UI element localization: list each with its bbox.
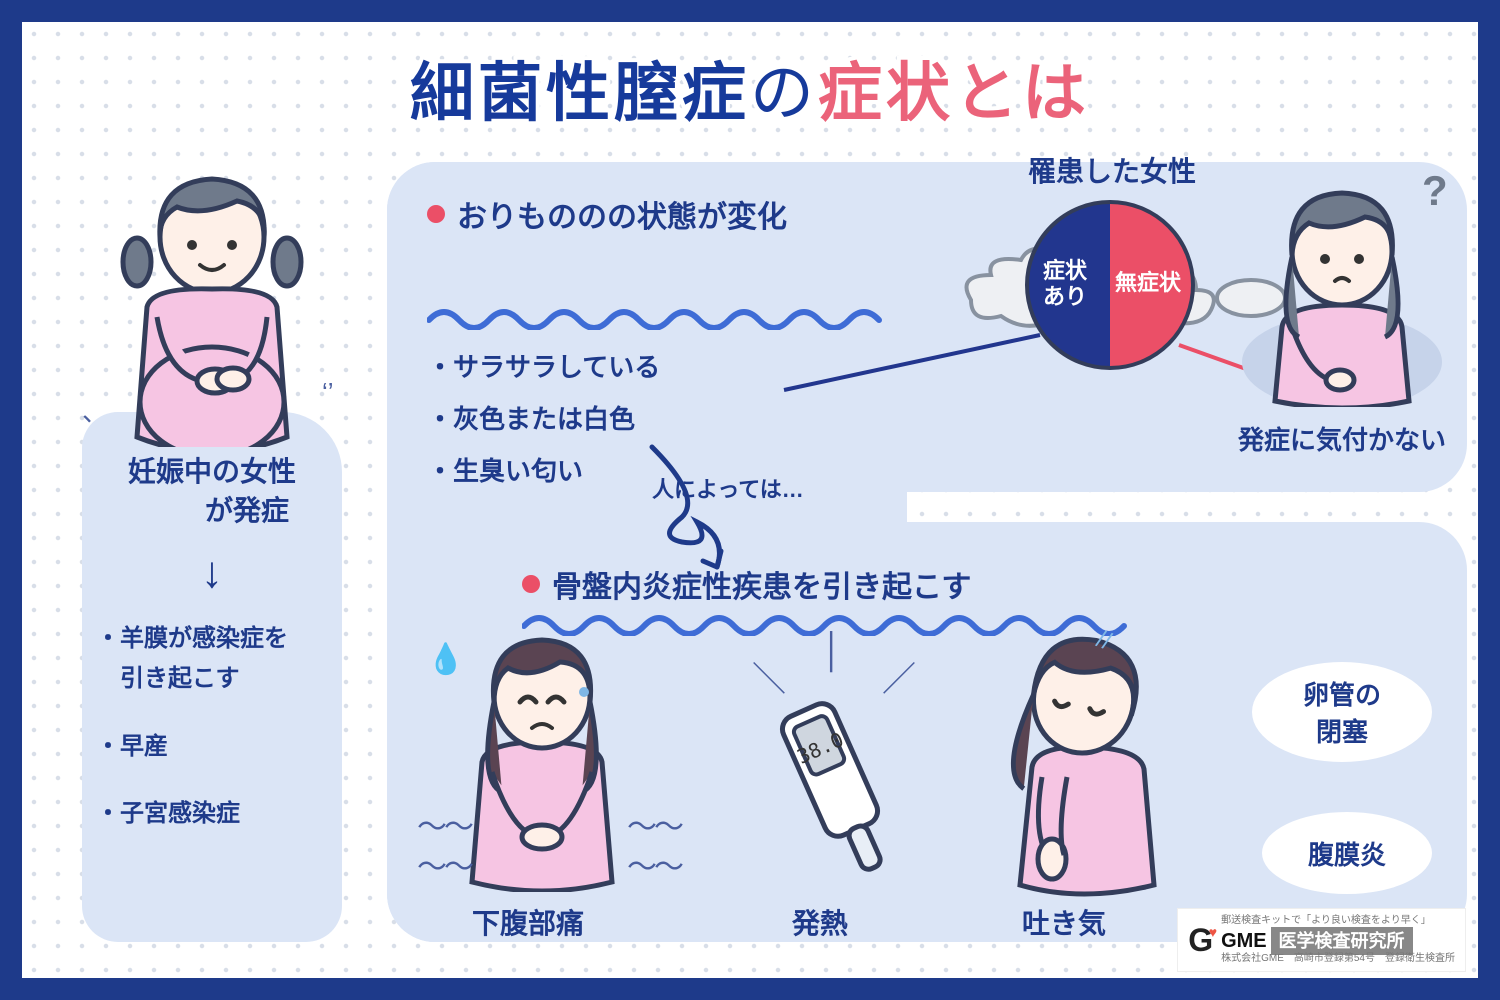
shiver-icon: 〜〜 (417, 802, 471, 846)
title-part-2: の (750, 57, 818, 129)
red-dot-icon (522, 575, 540, 593)
pregnant-woman-illustration (97, 167, 327, 447)
footer-line2: 株式会社GME 高崎市登録第54号 登録衛生検査所 (1221, 953, 1455, 965)
complication-pill: 卵管の 閉塞 (1252, 662, 1432, 762)
spark-icon: 、 (82, 392, 108, 429)
discharge-heading: おりもののの状態が変化 (427, 192, 1311, 236)
symptom-label: 吐き気 (1022, 902, 1106, 942)
complication-pill: 腹膜炎 (1262, 812, 1432, 894)
connector-line (782, 332, 1042, 392)
pregnant-bullets: 羊膜が感染症を 引き起こす 早産 子宮感染症 (82, 616, 342, 836)
affected-women-pie: 症状 あり 無症状 (1025, 200, 1195, 370)
question-mark-icon: ? (1422, 167, 1448, 215)
thermometer-illustration: 38.0 (742, 682, 942, 892)
pregnant-bullet: 引き起こす (96, 656, 328, 702)
spark-icon: ‘’ (322, 377, 334, 408)
pid-heading: 骨盤内炎症性疾患を引き起こす (522, 562, 1142, 606)
down-arrow-icon: ↓ (82, 548, 342, 598)
title-part-3: 症状とは (818, 57, 1090, 129)
pregnant-section: 妊娠中の女性 が発症 ↓ 羊膜が感染症を 引き起こす 早産 子宮感染症 (82, 452, 342, 837)
logo-mark: G (1188, 922, 1213, 959)
main-title: 細菌性膣症の症状とは (22, 42, 1478, 134)
infographic-frame: 細菌性膣症の症状とは 、 ‘’ 妊娠中の女性 が発症 ↓ 羊膜が感染症を 引き起… (0, 0, 1500, 1000)
pregnant-heading-2: が発症 (135, 491, 289, 530)
pie-title: 罹患した女性 (982, 150, 1242, 190)
pie-left-label-1: 症状 (1043, 258, 1087, 283)
symptom-label: 発熱 (792, 902, 848, 942)
pregnant-bullet: 子宮感染症 (96, 791, 328, 837)
squiggle-arrow-icon (642, 442, 782, 572)
footer-dept: 医学検査研究所 (1271, 927, 1413, 955)
shiver-icon: 〜〜 (627, 802, 681, 846)
footer-tagline: 郵送検査キットで「より良い検査をより早く」 (1221, 915, 1455, 927)
spark-icon: ＼ (752, 652, 786, 701)
shiver-icon: 〜〜 (417, 842, 471, 886)
spark-icon: ／ (882, 652, 916, 701)
pregnant-bullet: 早産 (96, 724, 328, 770)
unaware-caption: 発症に気付かない (1222, 420, 1462, 457)
shiver-icon: 〜〜 (627, 842, 681, 886)
title-part-1: 細菌性膣症 (410, 57, 750, 129)
pregnant-heading-1: 妊娠中の女性 (128, 456, 296, 487)
discharge-bullet: 生臭い匂い (427, 445, 1311, 497)
footer-logo: G 郵送検査キットで「より良い検査をより早く」 GME 医学検査研究所 株式会社… (1177, 908, 1466, 972)
nausea-illustration (972, 627, 1182, 897)
spark-icon: │ (822, 632, 843, 671)
unaware-woman-illustration (1237, 177, 1447, 407)
abdominal-pain-illustration (442, 632, 642, 892)
footer-brand: GME (1221, 930, 1267, 952)
symptom-label: 下腹部痛 (472, 902, 584, 942)
red-dot-icon (427, 205, 445, 223)
sweat-icon: 💧 (427, 642, 464, 677)
pie-right-label: 無症状 (1115, 270, 1181, 296)
pie-left-label-2: あり (1043, 284, 1087, 309)
wavy-underline (427, 308, 887, 330)
